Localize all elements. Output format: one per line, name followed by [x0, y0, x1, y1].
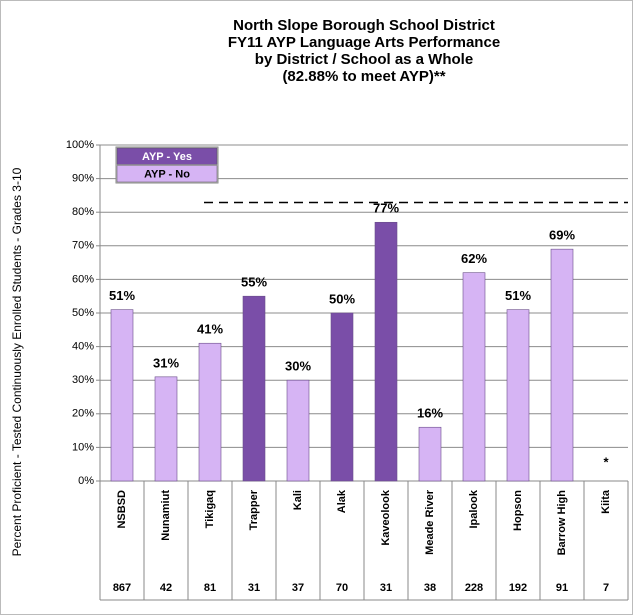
value-label: 51%	[505, 288, 531, 303]
count-label: 192	[509, 582, 527, 594]
value-label: 41%	[197, 322, 223, 337]
bar	[286, 379, 310, 482]
chart-title: FY11 AYP Language Arts Performance	[228, 34, 500, 51]
x-tick-label: Barrow High	[556, 490, 568, 556]
y-tick-label: 100%	[66, 139, 94, 151]
count-label: 7	[603, 582, 609, 594]
count-label: 228	[465, 582, 483, 594]
x-tick-label: Trapper	[248, 489, 260, 530]
chart-title: (82.88% to meet AYP)**	[282, 68, 445, 85]
value-label: 62%	[461, 251, 487, 266]
value-label: 55%	[241, 275, 267, 290]
value-label: 50%	[329, 291, 355, 306]
y-tick-label: 0%	[78, 475, 94, 487]
legend-label: AYP - No	[144, 168, 190, 180]
y-axis-label: Percent Proficient - Tested Continuously…	[10, 167, 24, 556]
count-label: 70	[336, 582, 348, 594]
bar	[462, 272, 486, 482]
x-tick-label: Tikigaq	[204, 490, 216, 528]
x-tick-label: Kiita	[600, 489, 612, 514]
legend-label: AYP - Yes	[142, 151, 192, 163]
bar	[550, 248, 574, 482]
y-tick-label: 10%	[72, 441, 94, 453]
bar	[506, 309, 530, 482]
value-label: 30%	[285, 359, 311, 374]
count-label: 38	[424, 582, 436, 594]
x-tick-label: Hopson	[512, 490, 524, 531]
value-label: 77%	[373, 201, 399, 216]
y-tick-label: 50%	[72, 307, 94, 319]
y-tick-label: 20%	[72, 408, 94, 420]
x-tick-label: Kali	[292, 490, 304, 510]
bar	[198, 342, 222, 482]
bar	[374, 221, 398, 482]
count-label: 31	[248, 582, 260, 594]
value-label: 31%	[153, 355, 179, 370]
x-tick-label: Nunamiut	[160, 490, 172, 541]
y-tick-label: 70%	[72, 240, 94, 252]
bar	[418, 426, 442, 482]
value-label: 69%	[549, 228, 575, 243]
count-label: 31	[380, 582, 392, 594]
bar	[154, 376, 178, 482]
x-tick-label: Meade River	[424, 489, 436, 555]
value-label: 51%	[109, 288, 135, 303]
bar	[330, 312, 354, 482]
count-label: 867	[113, 582, 131, 594]
y-tick-label: 40%	[72, 341, 94, 353]
chart-title: North Slope Borough School District	[233, 17, 495, 34]
legend-swatch	[116, 165, 218, 183]
count-label: 42	[160, 582, 172, 594]
annotation: *	[603, 454, 609, 469]
y-tick-label: 80%	[72, 206, 94, 218]
x-tick-label: Alak	[336, 489, 348, 513]
legend-swatch	[116, 147, 218, 165]
y-tick-label: 30%	[72, 374, 94, 386]
count-label: 37	[292, 582, 304, 594]
value-label: 16%	[417, 406, 443, 421]
x-tick-label: NSBSD	[116, 490, 128, 529]
count-label: 81	[204, 582, 216, 594]
y-tick-label: 90%	[72, 173, 94, 185]
bar	[110, 309, 134, 482]
count-label: 91	[556, 582, 568, 594]
y-tick-label: 60%	[72, 273, 94, 285]
chart-title: by District / School as a Whole	[255, 51, 473, 68]
x-tick-label: Kaveolook	[380, 489, 392, 546]
bar	[242, 295, 266, 482]
x-tick-label: Ipalook	[468, 489, 480, 528]
